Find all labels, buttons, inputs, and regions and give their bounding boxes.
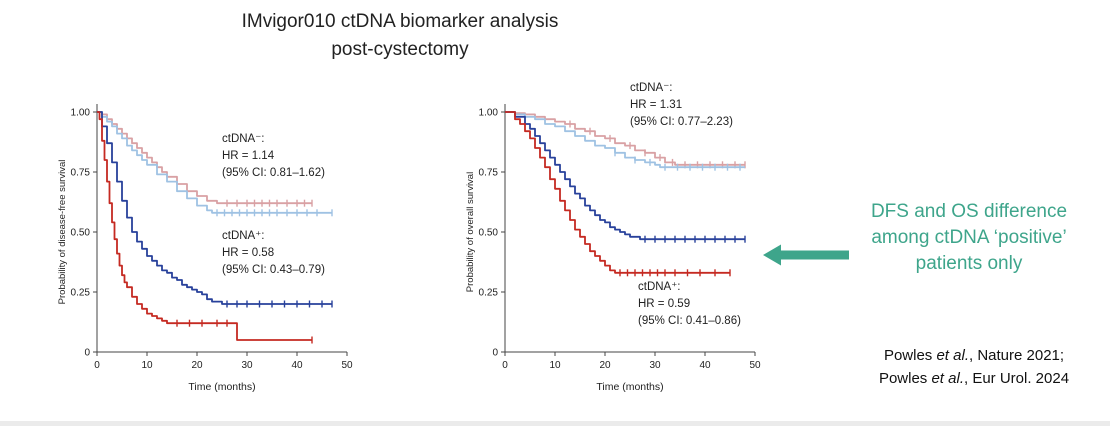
dfs-chart-svg: 0 0.25 0.50 0.75 1.00 0 10 20 30 40 50 Time (months… bbox=[57, 104, 353, 393]
title-line-2: post-cystectomy bbox=[331, 39, 469, 60]
svg-text:30: 30 bbox=[649, 360, 661, 371]
hr-label-line: HR = 0.58 bbox=[222, 247, 275, 259]
svg-text:10: 10 bbox=[141, 360, 153, 371]
svg-text:20: 20 bbox=[191, 360, 203, 371]
hr-label-line: (95% CI: 0.43–0.79) bbox=[222, 264, 325, 276]
hr-label-line: HR = 1.14 bbox=[222, 150, 275, 162]
callout-line-1: DFS and OS difference bbox=[870, 201, 1068, 222]
svg-text:1.00: 1.00 bbox=[479, 108, 499, 119]
os-ctdna-positive-hr-label: ctDNA⁺: HR = 0.59 (95% CI: 0.41–0.86) bbox=[638, 279, 741, 330]
left-arrow-icon bbox=[763, 244, 849, 266]
svg-text:40: 40 bbox=[291, 360, 303, 371]
hr-label-line: (95% CI: 0.41–0.86) bbox=[638, 315, 741, 327]
svg-text:0: 0 bbox=[84, 348, 90, 359]
svg-text:1.00: 1.00 bbox=[71, 108, 91, 119]
dfs-kaplan-meier-plot: 0 0.25 0.50 0.75 1.00 0 10 20 30 40 50 Time (months… bbox=[37, 87, 367, 417]
svg-text:20: 20 bbox=[599, 360, 611, 371]
callout-line-2: among ctDNA ‘positive’ bbox=[871, 227, 1067, 248]
hr-label-line: ctDNA⁻: bbox=[630, 82, 673, 94]
dfs-ctdna-negative-hr-label: ctDNA⁻: HR = 1.14 (95% CI: 0.81–1.62) bbox=[222, 131, 325, 182]
svg-text:30: 30 bbox=[241, 360, 253, 371]
bottom-edge-strip bbox=[0, 421, 1110, 426]
citation-line: Powles et al., Eur Urol. 2024 bbox=[878, 370, 1070, 387]
svg-text:10: 10 bbox=[549, 360, 561, 371]
os-chart-svg: 0 0.25 0.50 0.75 1.00 0 10 20 30 40 50 Time (months… bbox=[465, 104, 761, 393]
svg-text:0: 0 bbox=[492, 348, 498, 359]
svg-text:Probability of overall surviva: Probability of overall survival bbox=[465, 172, 476, 292]
svg-text:0.50: 0.50 bbox=[71, 228, 91, 239]
hr-label-line: ctDNA⁺: bbox=[638, 281, 681, 293]
os-ctdna-negative-hr-label: ctDNA⁻: HR = 1.31 (95% CI: 0.77–2.23) bbox=[630, 80, 733, 131]
hr-label-line: (95% CI: 0.77–2.23) bbox=[630, 116, 733, 128]
citation-line: Powles et al., Nature 2021; bbox=[883, 347, 1065, 364]
os-kaplan-meier-plot: 0 0.25 0.50 0.75 1.00 0 10 20 30 40 50 Time (months… bbox=[445, 87, 775, 417]
svg-text:Time (months): Time (months) bbox=[188, 381, 255, 393]
hr-label-line: HR = 0.59 bbox=[638, 298, 691, 310]
svg-text:0.25: 0.25 bbox=[479, 288, 499, 299]
citation: Powles et al., Nature 2021; Powles et al.… bbox=[840, 344, 1108, 390]
hr-label-line: (95% CI: 0.81–1.62) bbox=[222, 167, 325, 179]
svg-text:50: 50 bbox=[341, 360, 353, 371]
svg-text:0: 0 bbox=[94, 360, 100, 371]
svg-text:0.75: 0.75 bbox=[71, 168, 91, 179]
svg-text:0.50: 0.50 bbox=[479, 228, 499, 239]
svg-text:50: 50 bbox=[749, 360, 761, 371]
dfs-ctdna-positive-hr-label: ctDNA⁺: HR = 0.58 (95% CI: 0.43–0.79) bbox=[222, 228, 325, 279]
title-line-1: IMvigor010 ctDNA biomarker analysis bbox=[241, 11, 559, 32]
hr-label-line: ctDNA⁺: bbox=[222, 230, 265, 242]
svg-text:0.25: 0.25 bbox=[71, 288, 91, 299]
svg-text:40: 40 bbox=[699, 360, 711, 371]
svg-text:Time (months): Time (months) bbox=[596, 381, 663, 393]
figure-title: IMvigor010 ctDNA biomarker analysis post… bbox=[150, 8, 650, 64]
key-finding-callout: DFS and OS difference among ctDNA ‘posit… bbox=[830, 199, 1108, 277]
hr-label-line: ctDNA⁻: bbox=[222, 133, 265, 145]
hr-label-line: HR = 1.31 bbox=[630, 99, 683, 111]
svg-text:0.75: 0.75 bbox=[479, 168, 499, 179]
svg-text:Probability of disease-free su: Probability of disease-free survival bbox=[57, 160, 68, 305]
callout-line-3: patients only bbox=[915, 253, 1023, 274]
svg-text:0: 0 bbox=[502, 360, 508, 371]
